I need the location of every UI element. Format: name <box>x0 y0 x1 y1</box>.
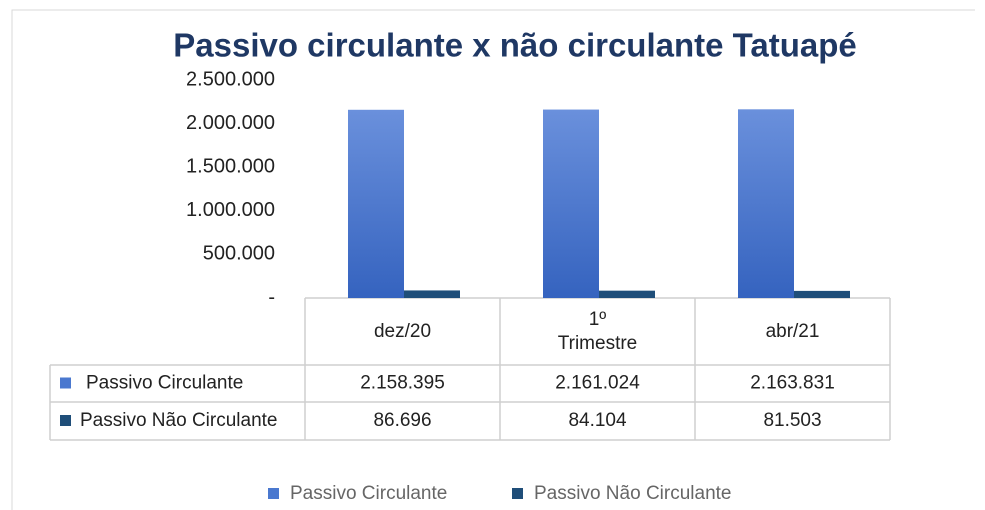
table-value: 2.163.831 <box>750 373 835 394</box>
y-tick-label: 1.500.000 <box>186 155 275 177</box>
bar <box>543 109 599 298</box>
legend-key <box>512 488 523 499</box>
y-tick-label: - <box>268 286 275 308</box>
y-tick-label: 2.500.000 <box>186 68 275 90</box>
x-tick-label: 1º Trimestre <box>557 308 638 354</box>
x-tick-label: abr/21 <box>765 320 820 342</box>
x-tick-label: dez/20 <box>373 320 432 342</box>
bar <box>738 109 794 298</box>
table-value: 86.696 <box>373 410 431 431</box>
bar <box>348 109 404 298</box>
chart-title: Passivo circulante x não circulante Tatu… <box>173 27 856 64</box>
bar <box>794 290 850 298</box>
legend-label: Passivo Circulante <box>290 483 447 504</box>
bar <box>599 290 655 298</box>
legend-label: Passivo Não Circulante <box>534 483 731 504</box>
table-series-name: Passivo Não Circulante <box>80 410 277 431</box>
table-legend-key <box>60 377 71 389</box>
y-tick-label: 2.000.000 <box>186 112 275 134</box>
table-value: 81.503 <box>763 410 821 431</box>
table-legend-key <box>60 415 71 426</box>
table-value: 84.104 <box>568 410 627 431</box>
frame <box>11 9 975 510</box>
y-tick-label: 1.000.000 <box>186 199 275 221</box>
bar <box>404 290 460 298</box>
y-tick-label: 500.000 <box>203 243 275 265</box>
table-value: 2.158.395 <box>360 373 445 394</box>
table-value: 2.161.024 <box>555 373 640 394</box>
legend-key <box>268 488 279 499</box>
table-series-name: Passivo Circulante <box>86 373 243 394</box>
